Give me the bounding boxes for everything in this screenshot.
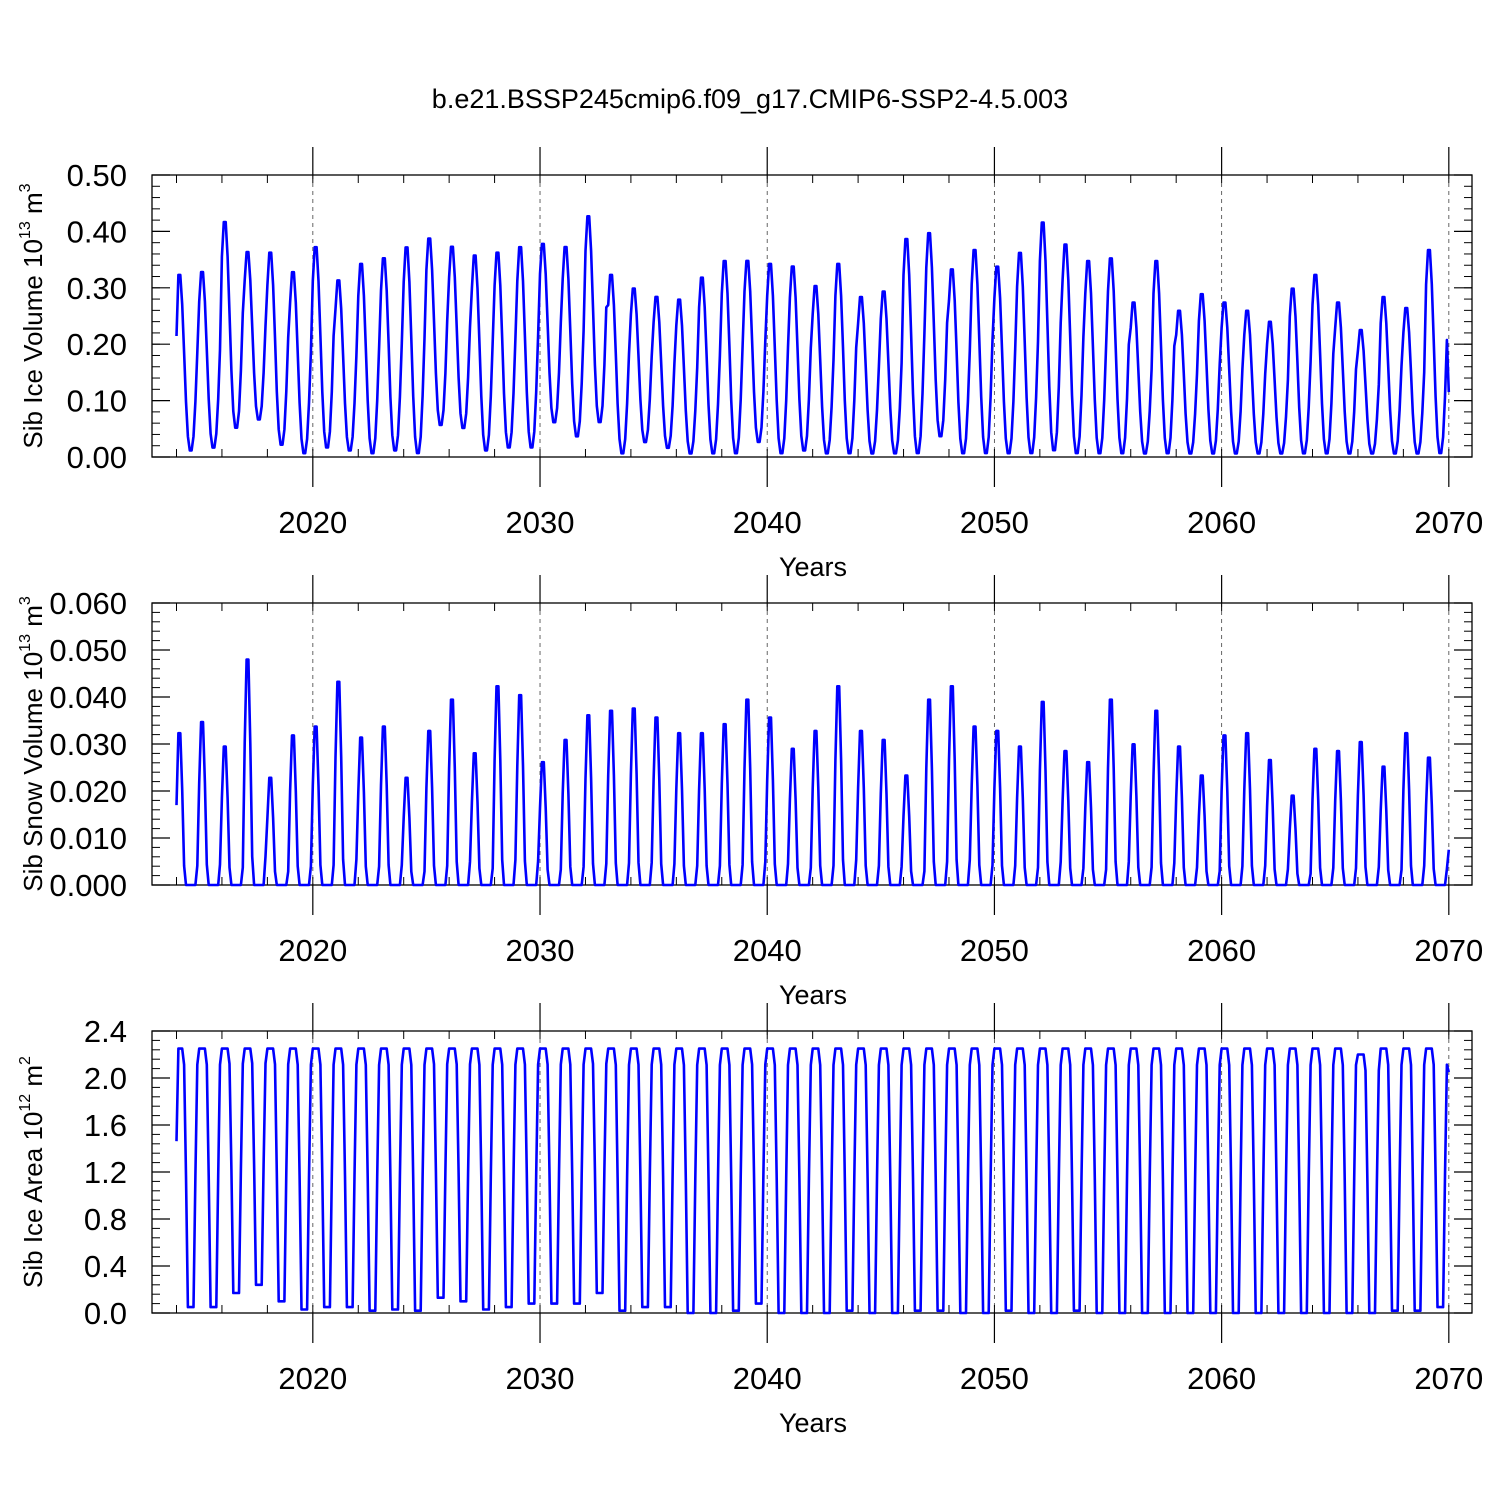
plot-frame [151,174,1473,458]
y-axis-label-unit: m [18,192,48,221]
y-tick-label: 0.030 [49,727,127,762]
y-axis-label: Sib Ice Area 1012 m2 [17,1056,48,1288]
x-tick-label: 2060 [1187,505,1256,540]
x-axis-label: Years [779,980,847,1010]
y-axis-label-text: Sib Ice Volume 10 [18,239,48,449]
y-axis-label-exp: 13 [17,221,34,239]
x-tick-label: 2020 [278,505,347,540]
y-tick-label: 1.2 [84,1155,127,1190]
x-tick-label: 2030 [506,933,575,968]
x-tick-label: 2040 [733,933,802,968]
y-axis-label-unit-exp: 3 [17,183,34,192]
y-tick-label: 1.6 [84,1108,127,1143]
x-tick-label: 2070 [1414,933,1483,968]
x-tick-label: 2030 [506,505,575,540]
y-tick-label: 0.20 [67,327,127,362]
x-tick-label: 2030 [506,1361,575,1396]
series-line-sib-snow-volume [175,658,1451,887]
x-axis-label: Years [779,552,847,582]
y-tick-label: 0.50 [67,158,127,193]
y-tick-label: 0.050 [49,633,127,668]
x-tick-label: 2070 [1414,505,1483,540]
chart-title: b.e21.BSSP245cmip6.f09_g17.CMIP6-SSP2-4.… [431,84,1069,114]
y-tick-label: 2.4 [84,1014,127,1049]
panel-2: 0.000 0.010 0.020 0.030 0.040 0.050 0.060 2020 2… [17,575,1483,1010]
x-tick-label: 2040 [733,505,802,540]
y-tick-label: 0.020 [49,774,127,809]
y-tick-label: 0.40 [67,214,127,249]
y-axis-label-text: Sib Ice Area 10 [18,1112,48,1288]
y-tick-label: 2.0 [84,1061,127,1096]
y-axis-label-unit-exp: 3 [17,596,34,605]
y-axis-label: Sib Snow Volume 1013 m3 [17,596,48,892]
series-line-sib-ice-area [175,1047,1451,1315]
y-tick-label: 0.060 [49,586,127,621]
y-tick-label: 0.8 [84,1202,127,1237]
x-tick-label: 2050 [960,505,1029,540]
y-axis-label-exp: 13 [17,634,34,652]
y-axis-label-unit: m [18,605,48,634]
x-tick-label: 2060 [1187,1361,1256,1396]
y-tick-label: 0.4 [84,1249,127,1284]
x-tick-label: 2070 [1414,1361,1483,1396]
y-tick-label: 0.10 [67,384,127,419]
y-tick-label: 0.30 [67,271,127,306]
x-tick-label: 2060 [1187,933,1256,968]
y-tick-label: 0.040 [49,680,127,715]
y-tick-label: 0.00 [67,440,127,475]
y-tick-label: 0.010 [49,821,127,856]
x-tick-label: 2040 [733,1361,802,1396]
x-tick-label: 2020 [278,1361,347,1396]
x-axis-label: Years [779,1408,847,1438]
x-tick-label: 2050 [960,1361,1029,1396]
series-line-sib-ice-volume [175,215,1451,455]
y-tick-label: 0.0 [84,1296,127,1331]
panel-1: 0.00 0.10 0.20 0.30 0.40 0.50 2020 2030 2040 2050… [17,147,1483,582]
panel-3: 0.0 0.4 0.8 1.2 1.6 2.0 2.4 2020 2030 2040 2050 206… [17,1003,1483,1438]
x-tick-label: 2050 [960,933,1029,968]
x-tick-label: 2020 [278,933,347,968]
y-axis-label: Sib Ice Volume 1013 m3 [17,183,48,448]
y-axis-label-exp: 12 [17,1094,34,1112]
y-axis-label-unit-exp: 2 [17,1056,34,1065]
y-axis-label-unit: m [18,1065,48,1094]
plot-frame [151,602,1473,886]
plot-frame [151,1030,1473,1314]
y-tick-label: 0.000 [49,868,127,903]
y-axis-label-text: Sib Snow Volume 10 [18,652,48,892]
